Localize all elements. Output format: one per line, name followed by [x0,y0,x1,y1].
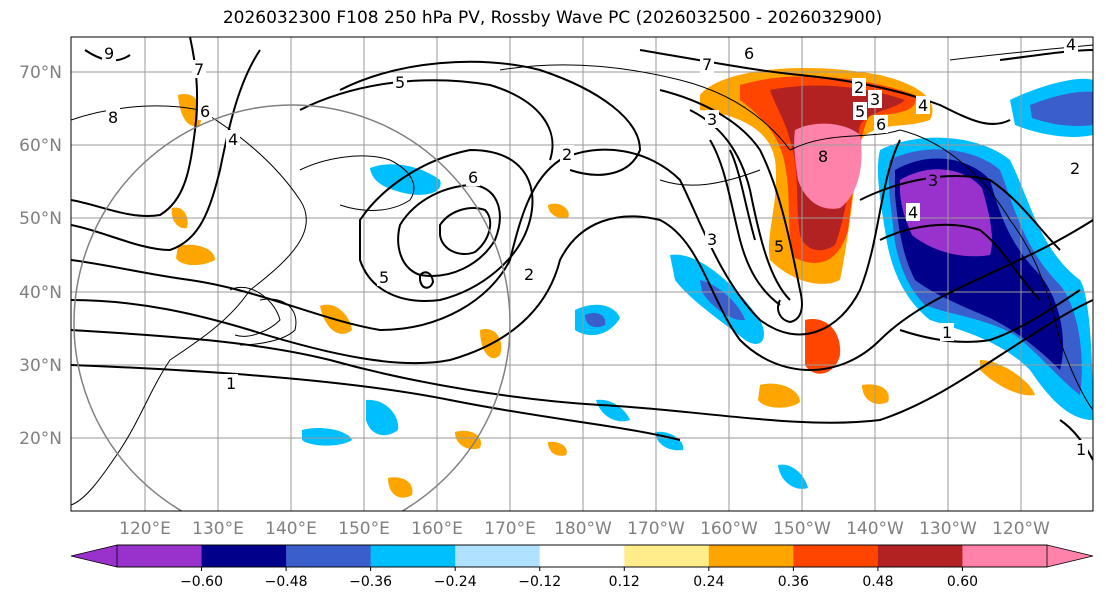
colorbar-segment [286,545,372,567]
contour-label: 7 [194,60,204,79]
contour-label: 8 [108,108,118,127]
contour-label: 2 [562,145,572,164]
contour-label: 4 [1066,35,1076,54]
lat-label: 60°N [19,136,62,156]
colorbar-segment [370,545,456,567]
latitude-labels: 70°N 60°N 50°N 40°N 30°N 20°N [19,63,62,449]
contour-label: 1 [1076,440,1086,459]
colorbar-extend-min [71,545,117,567]
lat-label: 50°N [19,209,62,229]
longitude-labels: 120°E 130°E 140°E 150°E 160°E 170°E 180°… [119,519,1050,539]
colorbar-segment [877,545,963,567]
contour-label: 6 [744,44,754,63]
contour-label: 2 [1070,159,1080,178]
contour-label: 6 [876,115,886,134]
colorbar-segment [201,545,287,567]
colorbar-tick-label: −0.12 [518,574,561,590]
lon-label: 130°E [192,519,244,539]
lon-label: 150°E [338,519,390,539]
graticule [71,37,1093,511]
map-frame [70,36,1094,512]
lon-label: 150°W [773,519,831,539]
contour-label: 5 [395,73,405,92]
contour-label: 3 [707,110,717,129]
contour-labels: 9 8 7 6 5 4 3 2 1 6 5 4 3 2 1 6 7 6 5 4 … [102,35,1088,459]
colorbar-tick-label: −0.24 [434,574,477,590]
contour-label: 2 [524,265,534,284]
contour-label: 9 [104,44,114,63]
contour-label: 6 [468,168,478,187]
contour-label: 2 [854,78,864,97]
pv-contours [71,37,1093,461]
lon-label: 170°W [627,519,685,539]
contour-label: 3 [707,230,717,249]
colorbar-segment [708,545,794,567]
contour-label: 3 [928,171,938,190]
colorbar-segment [962,545,1048,567]
lon-label: 130°W [919,519,977,539]
reference-circle [73,104,511,511]
lat-label: 30°N [19,356,62,376]
contour-label: 6 [200,102,210,121]
lon-label: 120°W [992,519,1050,539]
contour-label: 5 [774,237,784,256]
colorbar-tick-label: 0.60 [947,574,978,590]
colorbar-tick-label: −0.60 [180,574,223,590]
contour-label: 8 [818,147,828,166]
contour-label: 3 [870,90,880,109]
lat-label: 20°N [19,429,62,449]
contour-label: 4 [228,130,238,149]
colorbar-segment [793,545,879,567]
colorbar: −0.60 −0.48 −0.36 −0.24 −0.12 0.12 0.24 0.36 0.4… [70,544,1094,590]
colorbar-tick-label: −0.36 [349,574,392,590]
colorbar-tick-label: 0.36 [778,574,809,590]
colorbar-tick-label: 0.48 [862,574,893,590]
contour-label: 4 [908,203,918,222]
colorbar-segment [539,545,625,567]
contour-label: 1 [942,323,952,342]
contour-label: 7 [702,55,712,74]
colorbar-border [70,544,1094,568]
colorbar-tick-label: 0.12 [609,574,640,590]
lon-label: 140°E [265,519,317,539]
lat-label: 70°N [19,63,62,83]
colorbar-tick-label: −0.48 [265,574,308,590]
lon-label: 160°E [411,519,463,539]
lon-label: 170°E [484,519,536,539]
lon-label: 180°W [554,519,612,539]
colorbar-segment [624,545,710,567]
lon-label: 140°W [846,519,904,539]
lon-label: 160°W [700,519,758,539]
colorbar-segment [455,545,541,567]
contour-label: 4 [918,96,928,115]
colorbar-extend-max [1047,545,1093,567]
colorbar-tick-label: 0.24 [693,574,724,590]
lat-label: 40°N [19,283,62,303]
lon-label: 120°E [119,519,171,539]
map-title: 2026032300 F108 250 hPa PV, Rossby Wave … [222,8,883,28]
contour-label: 5 [379,268,389,287]
contour-label: 5 [855,102,865,121]
colorbar-segment [117,545,203,567]
contour-label: 1 [226,374,236,393]
